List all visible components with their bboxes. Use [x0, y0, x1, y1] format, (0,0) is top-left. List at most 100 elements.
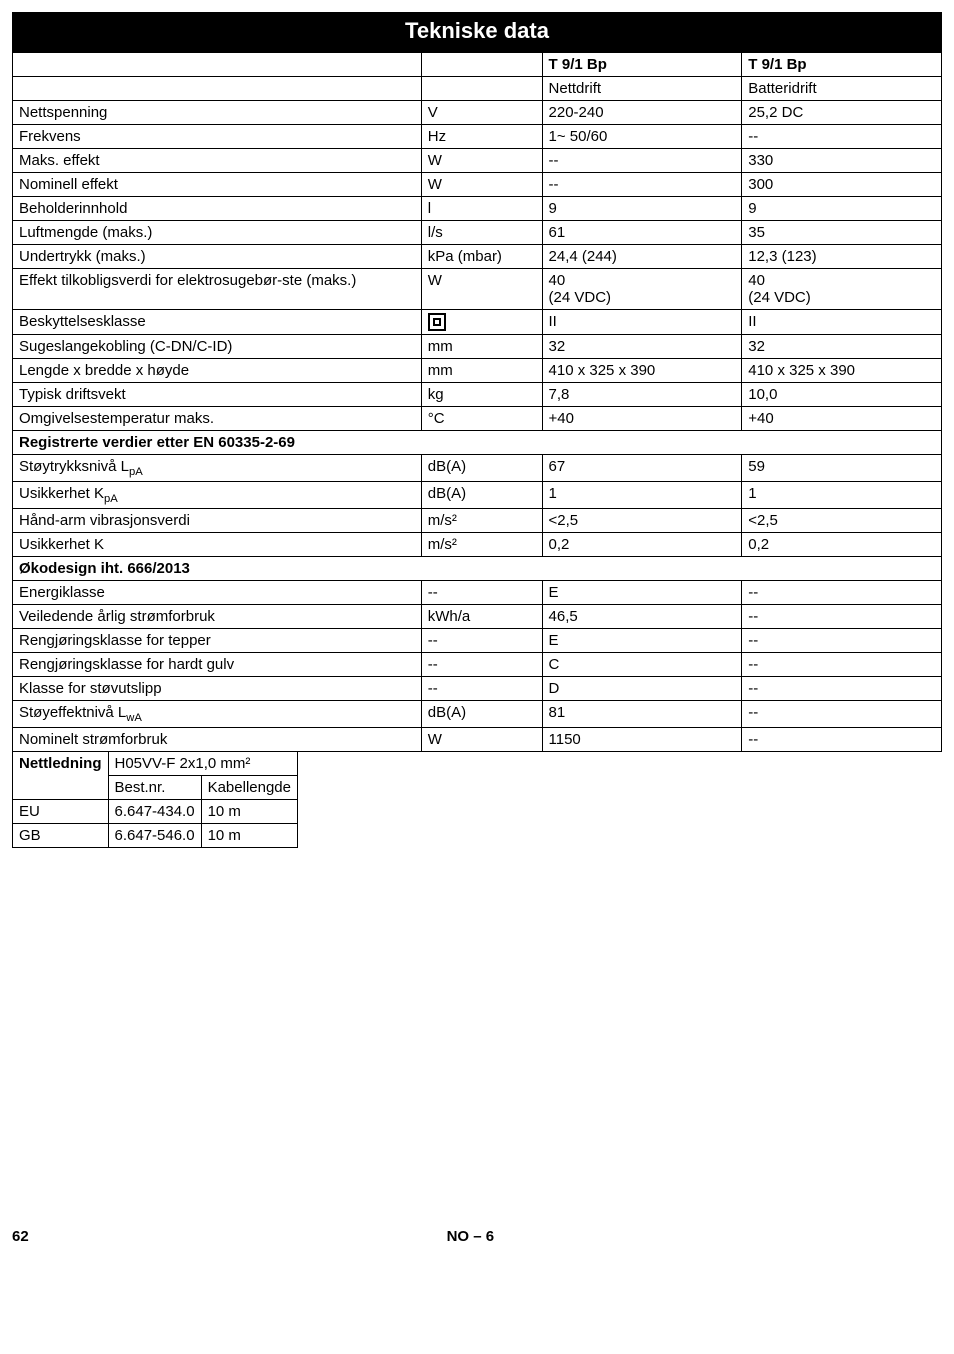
- spec-value-a: 81: [542, 701, 742, 728]
- section-heading: Registrerte verdier etter EN 60335-2-69: [13, 431, 942, 455]
- spec-value-a: E: [542, 581, 742, 605]
- spec-label: Frekvens: [13, 125, 422, 149]
- spec-value-a: 1: [542, 482, 742, 509]
- unit: W: [421, 728, 542, 752]
- spec-value-a: 9: [542, 197, 742, 221]
- unit: W: [421, 269, 542, 310]
- unit: mm: [421, 359, 542, 383]
- spec-value-b: II: [742, 310, 942, 335]
- nett-col-length: Kabellengde: [201, 776, 297, 800]
- spec-value-b: 40(24 VDC): [742, 269, 942, 310]
- spec-value-a: 61: [542, 221, 742, 245]
- spec-label: Usikkerhet K: [13, 533, 422, 557]
- spec-value-b: 32: [742, 335, 942, 359]
- spec-label: Usikkerhet KpA: [13, 482, 422, 509]
- unit: m/s²: [421, 533, 542, 557]
- unit: kWh/a: [421, 605, 542, 629]
- spec-label: Rengjøringsklasse for hardt gulv: [13, 653, 422, 677]
- spec-label: Lengde x bredde x høyde: [13, 359, 422, 383]
- blank: [421, 77, 542, 101]
- spec-label: Nominelt strømforbruk: [13, 728, 422, 752]
- spec-label: Omgivelsestemperatur maks.: [13, 407, 422, 431]
- unit: --: [421, 581, 542, 605]
- unit: --: [421, 677, 542, 701]
- unit: W: [421, 149, 542, 173]
- spec-value-a: 24,4 (244): [542, 245, 742, 269]
- spec-value-b: --: [742, 629, 942, 653]
- blank: [13, 53, 422, 77]
- spec-value-b: 25,2 DC: [742, 101, 942, 125]
- spec-value-a: 46,5: [542, 605, 742, 629]
- spec-value-a: +40: [542, 407, 742, 431]
- spec-label: Klasse for støvutslipp: [13, 677, 422, 701]
- spec-value-b: --: [742, 605, 942, 629]
- nett-length: 10 m: [201, 800, 297, 824]
- spec-label: Sugeslangekobling (C-DN/C-ID): [13, 335, 422, 359]
- spec-value-a: 67: [542, 455, 742, 482]
- unit: --: [421, 629, 542, 653]
- spec-value-a: --: [542, 149, 742, 173]
- nett-partno: 6.647-434.0: [108, 800, 201, 824]
- spec-label: Energiklasse: [13, 581, 422, 605]
- spec-label: Maks. effekt: [13, 149, 422, 173]
- unit: [421, 310, 542, 335]
- spec-value-a: 1150: [542, 728, 742, 752]
- nettledning-table: Nettledning H05VV-F 2x1,0 mm² Best.nr. K…: [12, 751, 298, 848]
- spec-label: Støyeffektnivå LwA: [13, 701, 422, 728]
- spec-value-b: 0,2: [742, 533, 942, 557]
- page-title: Tekniske data: [12, 12, 942, 52]
- nett-region: EU: [13, 800, 109, 824]
- spec-label: Nettspenning: [13, 101, 422, 125]
- unit: m/s²: [421, 509, 542, 533]
- spec-value-b: 1: [742, 482, 942, 509]
- spec-value-b: 12,3 (123): [742, 245, 942, 269]
- spec-label: Luftmengde (maks.): [13, 221, 422, 245]
- spec-value-a: 40(24 VDC): [542, 269, 742, 310]
- unit: l: [421, 197, 542, 221]
- unit: --: [421, 653, 542, 677]
- unit: W: [421, 173, 542, 197]
- spec-value-b: 410 x 325 x 390: [742, 359, 942, 383]
- spec-label: Støytrykksnivå LpA: [13, 455, 422, 482]
- unit: V: [421, 101, 542, 125]
- spec-label: Typisk driftsvekt: [13, 383, 422, 407]
- spec-label: Rengjøringsklasse for tepper: [13, 629, 422, 653]
- unit: l/s: [421, 221, 542, 245]
- spec-label: Nominell effekt: [13, 173, 422, 197]
- page-number: 62: [12, 1228, 29, 1245]
- mode-a: Nettdrift: [542, 77, 742, 101]
- spec-value-b: 35: [742, 221, 942, 245]
- spec-value-a: D: [542, 677, 742, 701]
- spec-value-a: II: [542, 310, 742, 335]
- spec-label: Undertrykk (maks.): [13, 245, 422, 269]
- unit: kg: [421, 383, 542, 407]
- spec-value-b: --: [742, 653, 942, 677]
- spec-value-a: 32: [542, 335, 742, 359]
- spec-value-b: --: [742, 581, 942, 605]
- spec-value-b: --: [742, 728, 942, 752]
- spec-value-a: 1~ 50/60: [542, 125, 742, 149]
- nett-col-partno: Best.nr.: [108, 776, 201, 800]
- spec-label: Veiledende årlig strømforbruk: [13, 605, 422, 629]
- section-heading: Økodesign iht. 666/2013: [13, 557, 942, 581]
- nett-label: Nettledning: [13, 752, 109, 800]
- footer-center: NO – 6: [447, 1228, 495, 1245]
- nett-length: 10 m: [201, 824, 297, 848]
- unit: kPa (mbar): [421, 245, 542, 269]
- spec-value-b: --: [742, 125, 942, 149]
- spec-label: Hånd-arm vibrasjonsverdi: [13, 509, 422, 533]
- spec-value-b: 330: [742, 149, 942, 173]
- unit: °C: [421, 407, 542, 431]
- unit: Hz: [421, 125, 542, 149]
- nett-cable-type: H05VV-F 2x1,0 mm²: [108, 752, 298, 776]
- unit: dB(A): [421, 701, 542, 728]
- class2-icon: [428, 313, 446, 331]
- page-footer: 62 NO – 6: [12, 1228, 942, 1245]
- blank: [13, 77, 422, 101]
- spec-value-a: 220-240: [542, 101, 742, 125]
- spec-value-a: 7,8: [542, 383, 742, 407]
- spec-value-a: --: [542, 173, 742, 197]
- spec-value-b: --: [742, 701, 942, 728]
- unit: dB(A): [421, 455, 542, 482]
- model-a: T 9/1 Bp: [542, 53, 742, 77]
